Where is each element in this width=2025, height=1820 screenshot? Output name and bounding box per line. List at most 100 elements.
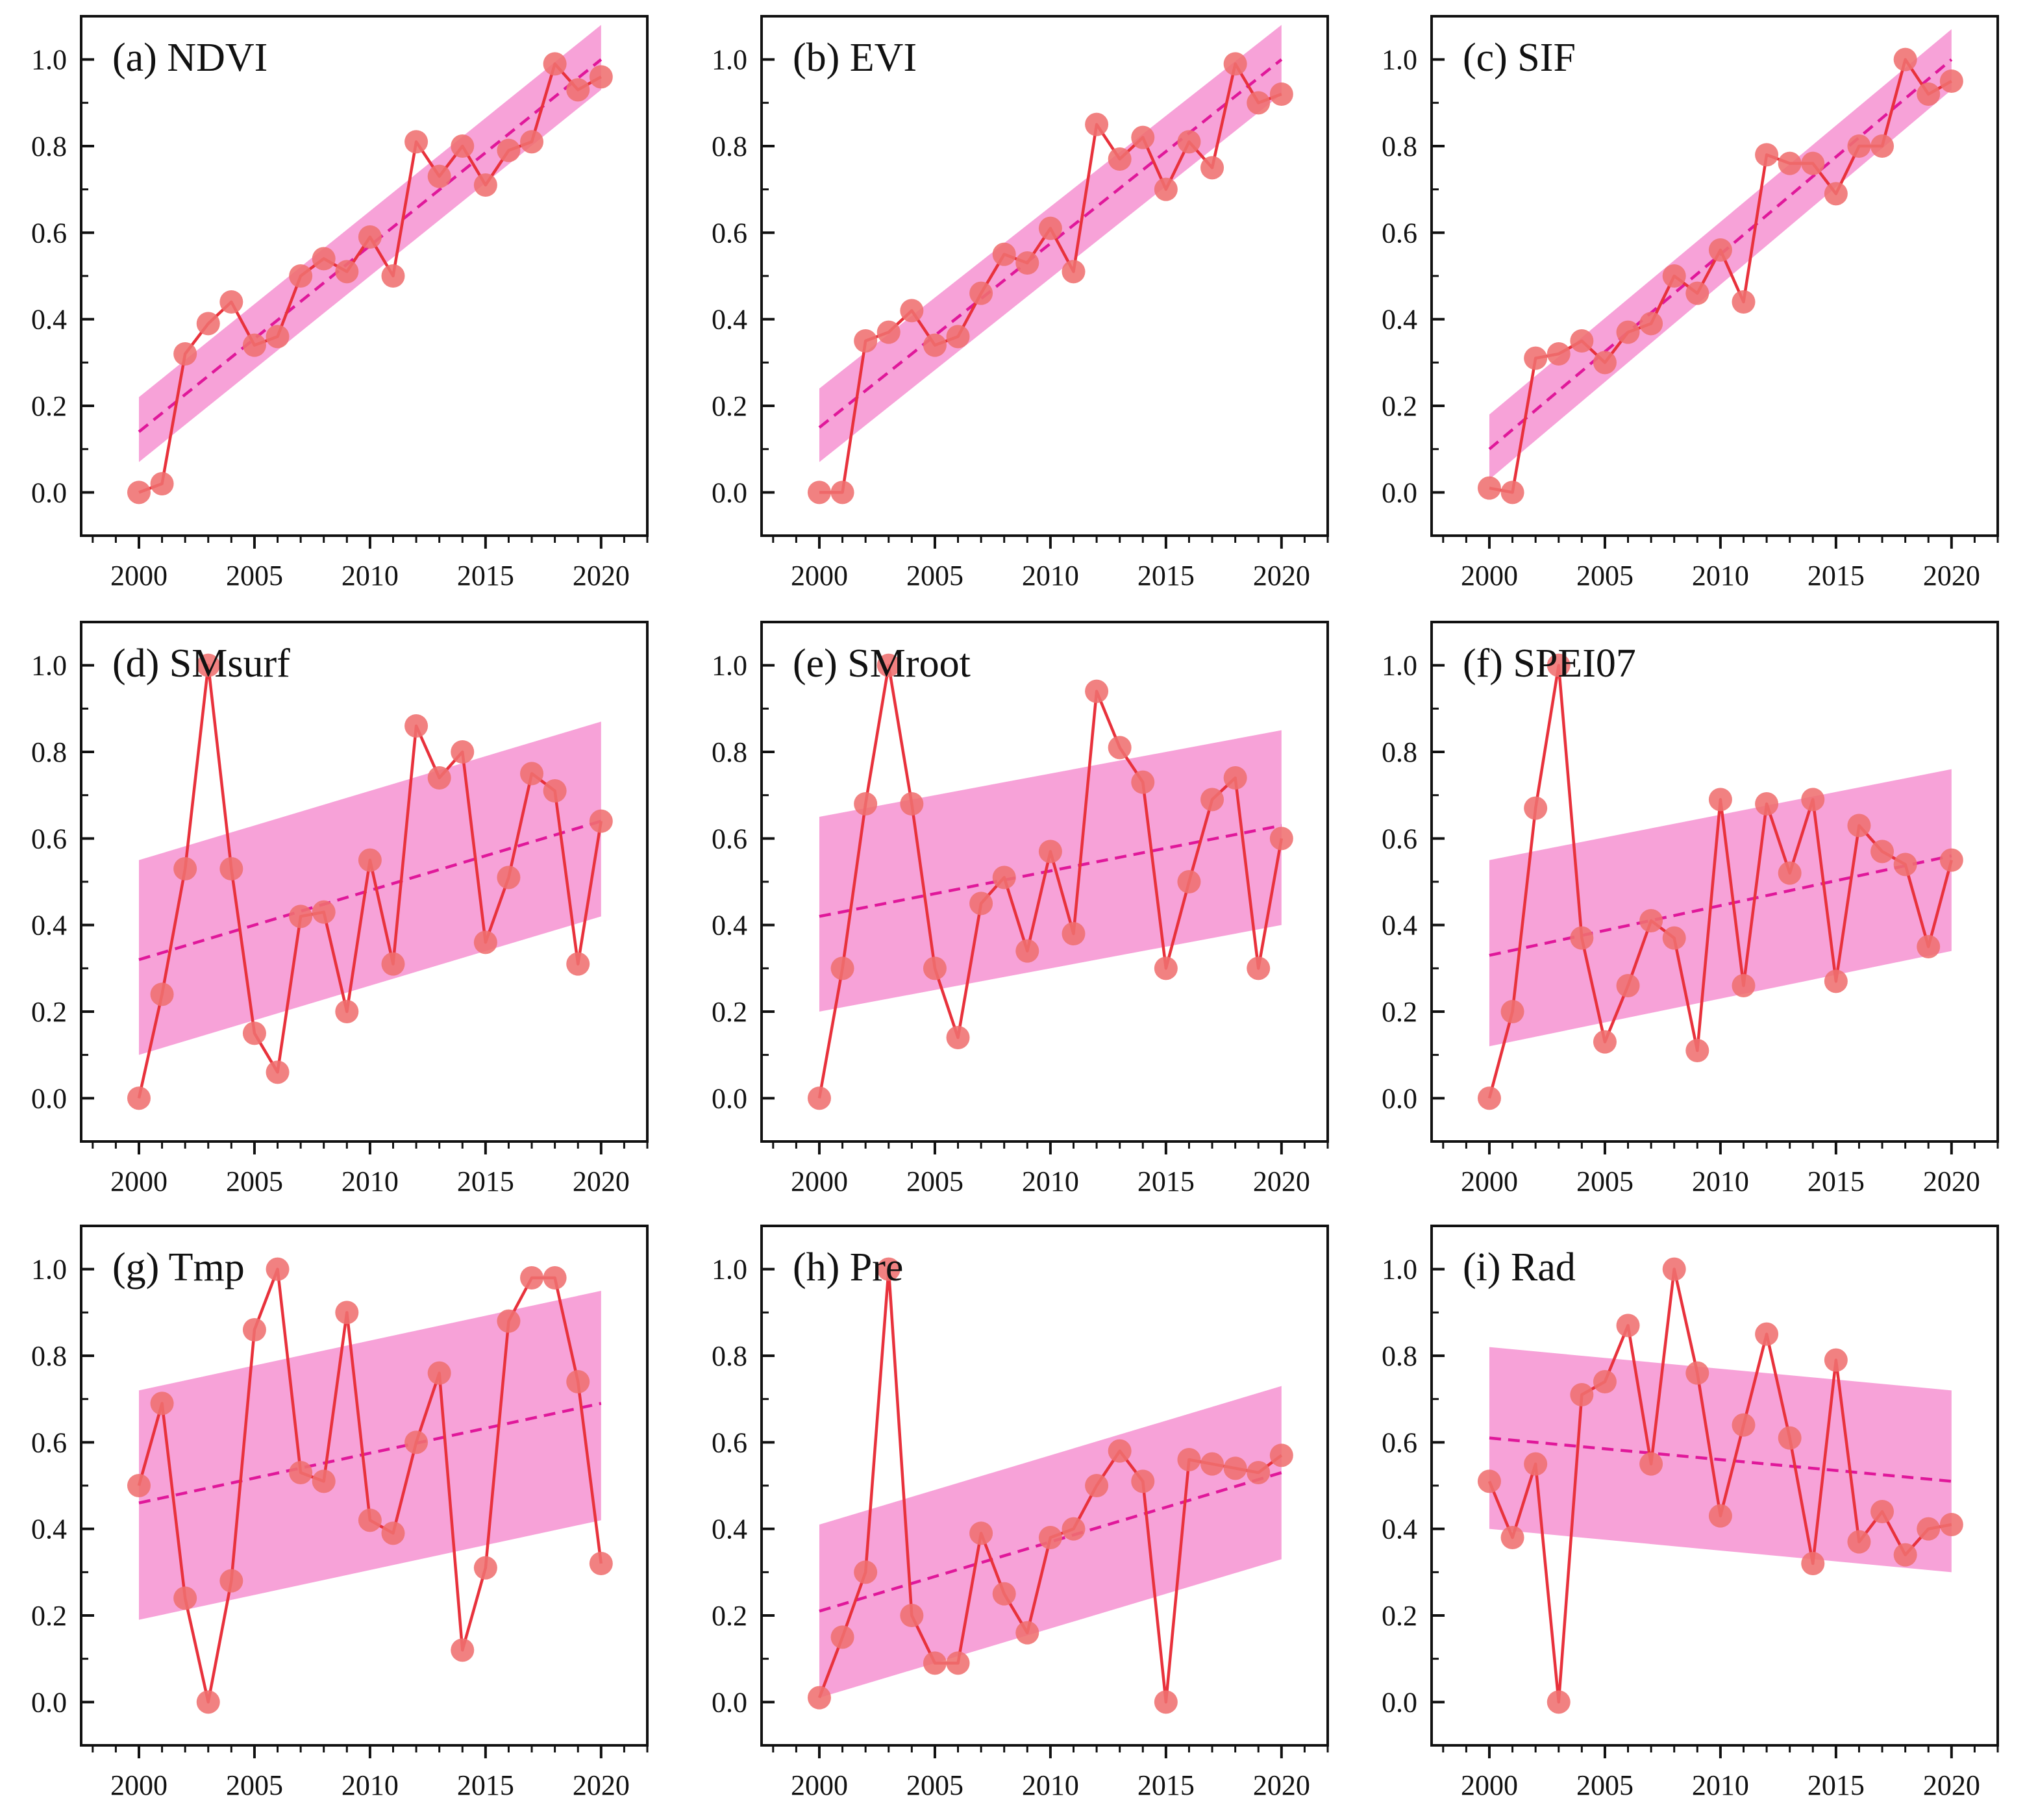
y-tick-label: 0.8 xyxy=(31,736,67,768)
data-point xyxy=(173,1586,197,1610)
x-tick-label: 2000 xyxy=(791,1166,848,1197)
panel-f-spei07: 0.0 0.2 0.4 0.6 0.8 1.0 2000 2005 2010 2015 2020 (f… xyxy=(1382,621,1999,1197)
data-point xyxy=(1477,476,1501,500)
x-tick-label: 2000 xyxy=(1461,1166,1518,1197)
data-point xyxy=(1547,653,1571,677)
data-point xyxy=(266,325,290,349)
x-tick-label: 2015 xyxy=(1137,1166,1195,1197)
data-point xyxy=(1755,1322,1779,1346)
data-point xyxy=(1847,1530,1871,1554)
data-point xyxy=(1524,346,1548,370)
y-tick-label: 0.6 xyxy=(712,823,747,854)
data-point xyxy=(1223,766,1247,790)
y-tick-label: 0.6 xyxy=(712,217,747,249)
data-point xyxy=(358,848,382,872)
x-tick-label: 2005 xyxy=(226,1166,283,1197)
x-tick-label: 2020 xyxy=(1923,1166,1980,1197)
data-point xyxy=(1477,1469,1501,1493)
x-tick-label: 2005 xyxy=(226,1769,283,1801)
data-point xyxy=(173,857,197,880)
x-tick-label: 2010 xyxy=(1022,560,1079,592)
y-tick-label: 0.6 xyxy=(1382,1427,1417,1458)
y-tick-label: 1.0 xyxy=(31,650,67,682)
y-tick-label: 0.2 xyxy=(31,996,67,1028)
y-tick-label: 0.0 xyxy=(31,1686,67,1718)
data-point xyxy=(589,65,613,89)
panel-c-sif: 0.0 0.2 0.4 0.6 0.8 1.0 2000 2005 2010 2015 2020 (c… xyxy=(1382,15,1999,592)
data-point xyxy=(1062,260,1086,284)
data-point xyxy=(1477,1086,1501,1110)
data-point xyxy=(1662,926,1686,950)
data-point xyxy=(969,891,993,916)
trend-line xyxy=(819,1471,1282,1613)
data-point xyxy=(1200,156,1224,180)
data-point xyxy=(1062,922,1086,945)
data-point xyxy=(946,1026,970,1049)
trend-line xyxy=(1489,1436,1952,1483)
data-point xyxy=(1616,320,1640,344)
data-point xyxy=(1893,853,1917,877)
data-point xyxy=(404,130,429,154)
x-tick-label: 2005 xyxy=(906,1769,963,1801)
data-point xyxy=(1500,1526,1524,1549)
x-tick-label: 2005 xyxy=(906,1166,963,1197)
x-tick-label: 2020 xyxy=(1923,1769,1980,1801)
x-tick-label: 2000 xyxy=(1461,1769,1518,1801)
data-point xyxy=(1708,238,1732,262)
data-point xyxy=(1801,151,1825,175)
y-tick-label: 0.2 xyxy=(1382,996,1417,1028)
data-point xyxy=(1939,1513,1963,1536)
y-tick-label: 0.4 xyxy=(1382,304,1417,336)
data-point xyxy=(543,52,567,76)
data-point xyxy=(1524,796,1548,820)
x-tick-label: 2015 xyxy=(1808,1166,1865,1197)
data-point xyxy=(566,78,590,102)
data-point xyxy=(946,1651,970,1675)
x-tick-label: 2015 xyxy=(1137,1769,1195,1801)
data-point xyxy=(451,1638,475,1662)
y-tick-label: 0.8 xyxy=(712,1340,747,1372)
x-tick-label: 2005 xyxy=(1576,1769,1634,1801)
data-point xyxy=(1062,1517,1086,1541)
data-point xyxy=(876,320,901,344)
y-tick-label: 1.0 xyxy=(31,1254,67,1286)
data-point xyxy=(1038,840,1062,864)
y-tick-label: 1.0 xyxy=(712,650,747,682)
panel-h-pre: 0.0 0.2 0.4 0.6 0.8 1.0 2000 2005 2010 2015 2020 (h… xyxy=(712,1225,1329,1801)
data-point xyxy=(1570,1383,1594,1406)
x-tick-label: 2010 xyxy=(342,560,399,592)
data-point xyxy=(1917,1517,1941,1541)
data-point xyxy=(1732,1413,1756,1437)
data-point xyxy=(196,653,220,677)
data-point xyxy=(1154,956,1178,980)
data-point xyxy=(335,260,359,284)
data-point xyxy=(1616,974,1640,997)
data-point xyxy=(1708,1504,1732,1528)
data-point xyxy=(1939,69,1963,93)
y-tick-label: 0.4 xyxy=(712,1514,747,1545)
y-tick-label: 0.0 xyxy=(1382,1686,1417,1718)
data-point xyxy=(1085,1474,1109,1497)
data-point xyxy=(1200,1452,1224,1476)
data-point xyxy=(1223,1456,1247,1480)
data-point xyxy=(196,1690,220,1714)
data-point xyxy=(497,138,521,162)
y-tick-label: 0.2 xyxy=(31,390,67,422)
y-tick-label: 0.4 xyxy=(712,304,747,336)
data-point xyxy=(876,1257,901,1281)
data-point xyxy=(127,1474,151,1497)
data-point xyxy=(219,857,243,880)
x-tick-label: 2015 xyxy=(1137,560,1195,592)
y-tick-label: 0.4 xyxy=(31,304,67,336)
data-point xyxy=(1015,251,1039,275)
data-point xyxy=(543,1266,567,1290)
y-tick-label: 0.0 xyxy=(712,1686,747,1718)
data-point xyxy=(1247,956,1271,980)
trend-line xyxy=(138,819,602,962)
data-point xyxy=(807,480,831,505)
data-point xyxy=(381,952,405,976)
x-tick-label: 2015 xyxy=(457,560,514,592)
x-tick-label: 2010 xyxy=(1022,1769,1079,1801)
y-tick-label: 0.6 xyxy=(31,823,67,854)
data-point xyxy=(854,792,878,816)
